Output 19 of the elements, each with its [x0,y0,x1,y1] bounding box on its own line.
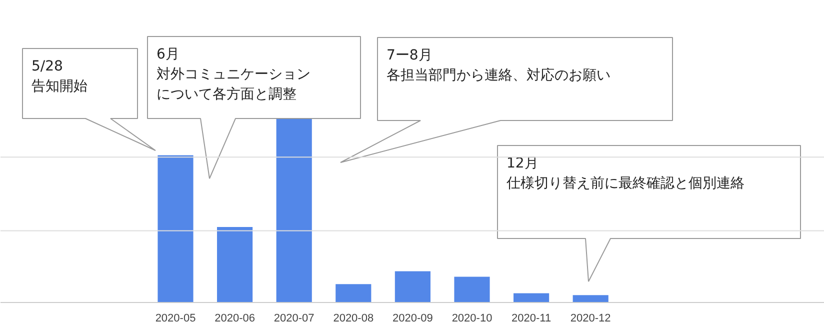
x-tick-label: 2020-08 [333,312,374,324]
x-tick-label: 2020-12 [570,312,611,324]
text: 5/28 告知開始 [32,58,88,94]
bar [158,155,194,302]
x-tick-label: 2020-07 [274,312,314,324]
x-tick-label: 2020-09 [392,312,433,324]
bar [217,227,253,302]
x-tick-label: 2020-10 [452,312,492,324]
bar [514,293,550,302]
text: 7ー8月各担当部門から連絡、対応のお願い [386,48,610,84]
x-tick-label: 2020-11 [512,312,552,324]
bar [276,118,312,302]
bar [394,271,430,302]
bar [572,295,608,302]
x-tick-label: 2020-06 [214,312,255,324]
x-tick-label: 2020-05 [155,312,196,324]
text: 6月対外コミュニケーションについて各方面と調整 [156,46,310,102]
bar [336,284,372,302]
bar [454,276,490,302]
